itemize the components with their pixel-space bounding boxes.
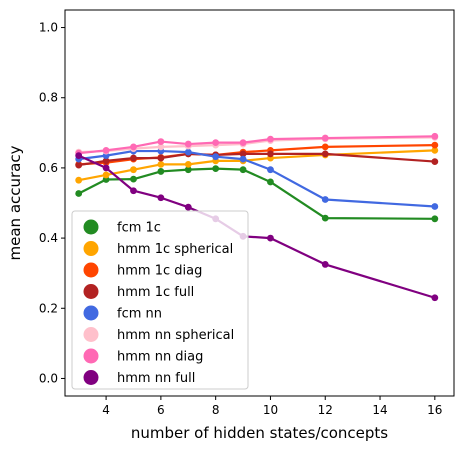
legend-marker (83, 219, 99, 235)
legend-label: hmm nn diag (117, 350, 203, 365)
legend-label: hmm 1c full (117, 285, 194, 300)
series-line-hmm-nn-diag (78, 135, 435, 155)
data-point-hmm-nn-full (102, 164, 110, 172)
data-point-fcm-nn (267, 166, 274, 174)
data-point-hmm-1c-spherical (75, 176, 83, 184)
legend-label: hmm 1c diag (117, 264, 202, 279)
x-tick-label: 4 (102, 403, 110, 417)
legend-label: hmm nn spherical (117, 328, 234, 343)
data-point-hmm-1c-spherical (431, 146, 439, 154)
data-point-fcm-nn (239, 155, 247, 163)
legend-label: fcm 1c (117, 221, 161, 236)
data-point-hmm-1c-full (267, 150, 274, 158)
legend-label: fcm nn (117, 307, 162, 322)
legend: fcm 1c hmm 1c spherical hmm 1c diag hmm 1c … (71, 210, 249, 390)
data-point-hmm-1c-spherical (130, 166, 137, 174)
data-point-fcm-nn (321, 196, 329, 203)
y-tick-label: 1.0 (39, 21, 58, 35)
x-tick-label: 8 (212, 403, 220, 417)
data-point-hmm-1c-spherical (102, 171, 110, 179)
legend-marker (83, 262, 99, 278)
legend-marker (83, 241, 99, 256)
data-point-fcm-1c (130, 175, 137, 183)
legend-marker (83, 305, 99, 321)
x-tick-label: 12 (318, 403, 333, 417)
data-point-hmm-nn-spherical (157, 143, 165, 151)
data-point-hmm-1c-full (431, 158, 439, 165)
data-point-fcm-1c (157, 168, 165, 175)
data-point-hmm-nn-diag (431, 132, 439, 140)
data-point-fcm-1c (321, 214, 329, 222)
data-point-hmm-nn-diag (239, 139, 247, 147)
legend-marker (83, 370, 99, 385)
data-point-hmm-1c-diag (431, 141, 439, 149)
y-axis-label: mean accuracy (6, 145, 24, 260)
y-tick-label: 0.8 (39, 91, 58, 105)
legend-label: hmm 1c spherical (117, 242, 233, 257)
data-point-fcm-1c (431, 215, 439, 223)
series-line-fcm-nn (78, 149, 435, 208)
data-point-fcm-1c (267, 178, 274, 186)
legend-marker (83, 348, 99, 364)
data-point-fcm-1c (75, 190, 83, 197)
data-point-fcm-nn (431, 203, 439, 210)
y-tick-label: 0.0 (39, 371, 58, 385)
data-point-hmm-nn-full (184, 203, 192, 211)
legend-box (71, 210, 249, 390)
data-point-hmm-1c-diag (321, 143, 329, 151)
legend-label: hmm nn full (117, 371, 195, 386)
data-point-hmm-1c-full (157, 154, 165, 162)
legend-marker (83, 327, 99, 342)
data-point-hmm-nn-full (157, 194, 165, 202)
x-tick-label: 14 (372, 403, 387, 417)
x-axis-ticks: 4 6 8 10 12 14 16 (102, 396, 442, 417)
y-tick-label: 0.6 (39, 161, 58, 175)
data-point-hmm-nn-diag (130, 143, 137, 151)
data-point-hmm-nn-diag (184, 140, 192, 148)
data-point-fcm-1c (239, 166, 247, 174)
x-tick-label: 16 (427, 403, 442, 417)
data-point-fcm-nn (184, 148, 192, 156)
data-point-hmm-nn-full (321, 261, 329, 268)
data-point-hmm-1c-full (321, 150, 329, 158)
x-tick-label: 6 (157, 403, 165, 417)
data-point-hmm-nn-diag (321, 134, 329, 142)
data-point-hmm-nn-diag (102, 146, 110, 154)
x-axis-label: number of hidden states/concepts (131, 424, 388, 442)
data-point-hmm-nn-full (130, 187, 137, 195)
data-point-hmm-nn-full (75, 152, 83, 160)
data-point-fcm-1c (212, 165, 220, 173)
data-point-hmm-1c-spherical (157, 161, 165, 168)
data-point-hmm-1c-spherical (184, 161, 192, 168)
data-point-hmm-nn-diag (267, 135, 274, 143)
y-axis-ticks: 0.0 0.2 0.4 0.6 0.8 1.0 (39, 21, 65, 385)
x-tick-label: 10 (263, 403, 278, 417)
data-point-hmm-1c-full (130, 154, 137, 162)
y-tick-label: 0.2 (39, 301, 58, 315)
data-point-fcm-nn (212, 153, 220, 161)
data-point-hmm-nn-full (267, 234, 274, 242)
y-tick-label: 0.4 (39, 231, 58, 245)
data-point-fcm-1c (184, 166, 192, 174)
data-point-hmm-nn-diag (212, 139, 220, 147)
plot-frame (64, 9, 455, 397)
data-point-hmm-1c-full (75, 161, 83, 169)
data-point-hmm-nn-diag (157, 138, 165, 145)
data-point-hmm-1c-full (102, 157, 110, 165)
data-point-hmm-1c-full (239, 150, 247, 158)
legend-marker (83, 284, 99, 299)
data-point-hmm-nn-full (431, 294, 439, 302)
series-line-hmm-1c-spherical (78, 149, 435, 182)
